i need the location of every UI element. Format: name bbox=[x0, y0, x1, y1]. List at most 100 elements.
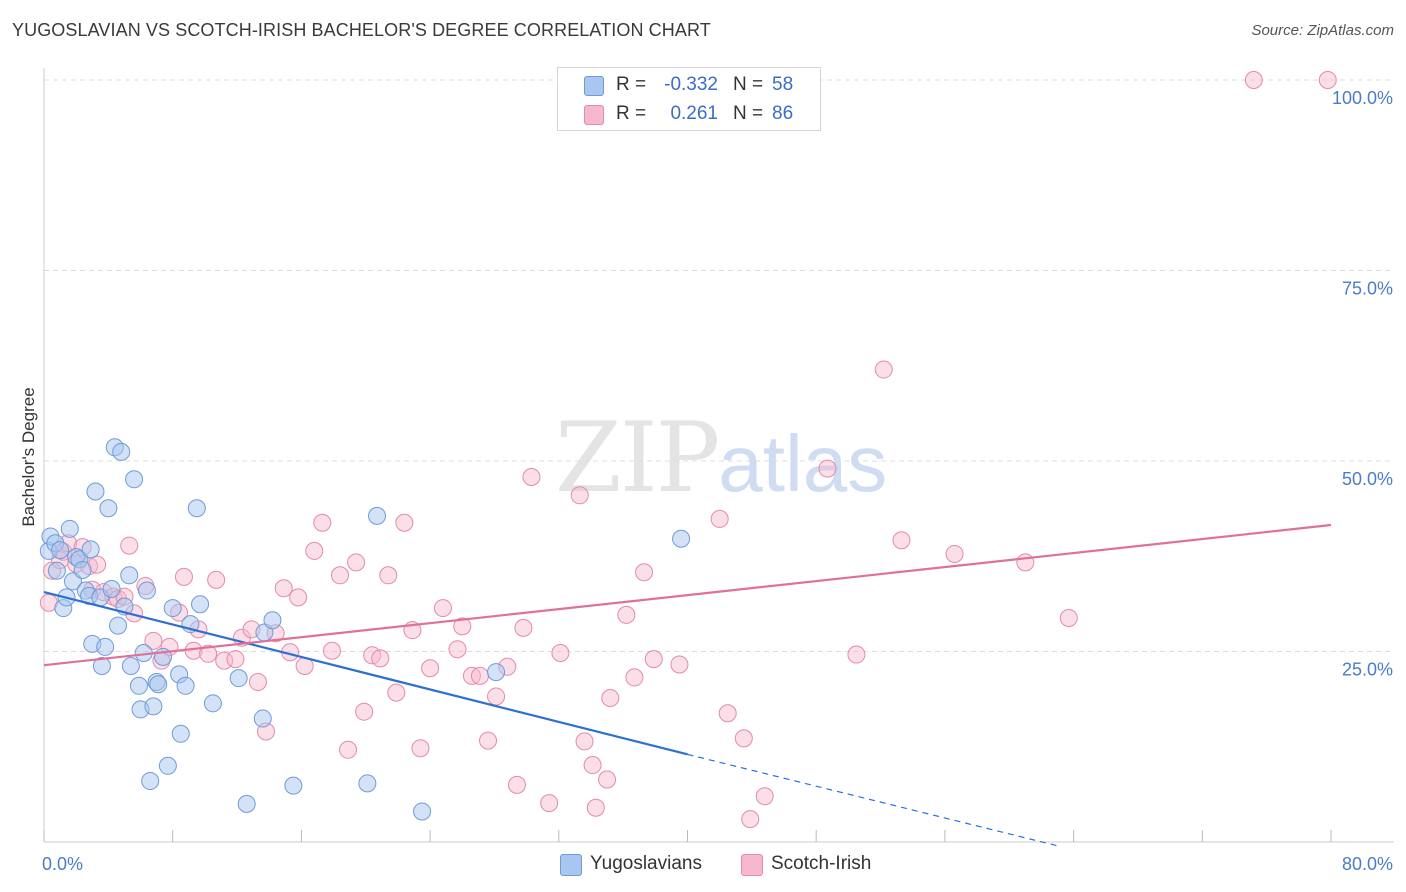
yugoslavian-point bbox=[112, 442, 131, 461]
yugoslavian-point bbox=[176, 676, 195, 695]
legend-row-yugoslavians: R = -0.332 N = 58 bbox=[558, 72, 820, 100]
yugoslavian-trend-line bbox=[43, 590, 688, 756]
scotch-irish-point bbox=[540, 794, 559, 813]
scotch-irish-point bbox=[470, 666, 489, 685]
y-tick-label: 50.0% bbox=[1342, 469, 1393, 489]
axis-layer bbox=[43, 68, 1394, 843]
yugoslavian-point bbox=[92, 656, 111, 675]
scotch-irish-point bbox=[215, 651, 234, 670]
scotch-irish-point bbox=[617, 605, 636, 624]
y-tick-label: 25.0% bbox=[1342, 660, 1393, 680]
scotch-irish-point bbox=[847, 645, 866, 664]
yugoslavian-point bbox=[99, 499, 118, 518]
scotch-irish-point bbox=[226, 650, 245, 669]
scotch-irish-point bbox=[199, 644, 218, 663]
yugoslavian-point bbox=[125, 470, 144, 489]
yugoslavian-point bbox=[120, 566, 139, 585]
yugoslavian-points bbox=[39, 438, 691, 821]
scotch-irish-point bbox=[248, 672, 267, 691]
yugoslavian-point bbox=[487, 663, 506, 682]
trend-lines bbox=[43, 523, 1332, 847]
chart-title: YUGOSLAVIAN VS SCOTCH-IRISH BACHELOR'S D… bbox=[12, 20, 711, 40]
scotch-irish-point bbox=[339, 740, 358, 759]
scotch-irish-point bbox=[874, 360, 893, 379]
grid-layer bbox=[44, 79, 1394, 652]
scotch-irish-point bbox=[144, 631, 163, 650]
yugoslavian-point bbox=[229, 669, 248, 688]
legend-r-value: 0.261 bbox=[670, 103, 718, 124]
scotch-irish-point bbox=[453, 617, 472, 636]
yugoslavian-point bbox=[102, 580, 121, 599]
scotch-irish-point bbox=[741, 810, 760, 829]
scotch-irish-point bbox=[421, 659, 440, 678]
yugoslavian-point bbox=[129, 676, 148, 695]
scotch-irish-point bbox=[274, 579, 293, 598]
scotch-irish-point bbox=[347, 553, 366, 572]
scotch-irish-point bbox=[586, 798, 605, 817]
scotch-irish-point bbox=[305, 541, 324, 560]
scotch-irish-point bbox=[755, 787, 774, 806]
yugoslavian-point bbox=[51, 541, 70, 560]
scotch-irish-point bbox=[331, 566, 350, 585]
scotch-irish-point bbox=[670, 655, 689, 674]
yugoslavian-point bbox=[237, 794, 256, 813]
yugoslavian-point bbox=[253, 709, 272, 728]
scotch-irish-point bbox=[395, 513, 414, 532]
scotch-irish-point bbox=[184, 641, 203, 660]
yugoslavian-point bbox=[60, 519, 79, 538]
yugoslavian-point bbox=[73, 560, 92, 579]
scotch-irish-points bbox=[39, 71, 1337, 829]
scotch-irish-point bbox=[487, 687, 506, 706]
scotch-irish-point bbox=[174, 567, 193, 586]
scotch-irish-point bbox=[387, 683, 406, 702]
scotch-irish-point bbox=[411, 739, 430, 758]
scotch-irish-point bbox=[322, 641, 341, 660]
scotch-irish-point bbox=[120, 536, 139, 555]
yugoslavian-point bbox=[368, 506, 387, 525]
scotch-irish-point bbox=[892, 531, 911, 550]
legend-n-label: N = bbox=[733, 103, 764, 124]
legend-n-value: 58 bbox=[772, 74, 794, 95]
yugoslavian-point bbox=[158, 756, 177, 775]
scotch-irish-point bbox=[583, 756, 602, 775]
yugoslavian-point bbox=[149, 675, 168, 694]
bottom-legend-swatch-blue bbox=[560, 854, 582, 876]
y-axis-title: Bachelor's Degree bbox=[19, 387, 38, 526]
scotch-irish-point bbox=[313, 513, 332, 532]
scotch-irish-point bbox=[945, 544, 964, 563]
scotch-irish-point bbox=[710, 509, 729, 528]
scotch-irish-point bbox=[1318, 71, 1337, 89]
scotch-irish-point bbox=[575, 732, 594, 751]
scotch-irish-point bbox=[379, 566, 398, 585]
yugoslavian-point bbox=[144, 697, 163, 716]
legend-n-value: 86 bbox=[772, 103, 794, 124]
scotch-irish-point bbox=[371, 649, 390, 668]
scotch-irish-point bbox=[1016, 553, 1035, 572]
scotch-irish-point bbox=[601, 688, 620, 707]
scotch-irish-point bbox=[1244, 71, 1263, 89]
yugoslavian-point bbox=[86, 482, 105, 501]
legend-swatch-pink bbox=[584, 105, 604, 125]
yugoslavian-point bbox=[358, 774, 377, 793]
watermark: ZIPatlas bbox=[555, 402, 887, 514]
bottom-legend-label: Yugoslavians bbox=[590, 853, 702, 874]
scotch-irish-point bbox=[718, 704, 737, 723]
x-tick-label: 0.0% bbox=[42, 854, 83, 874]
yugoslavian-point bbox=[203, 694, 222, 713]
scotch-irish-point bbox=[734, 729, 753, 748]
legend-r-label: R = bbox=[616, 74, 647, 95]
bottom-legend-label: Scotch-Irish bbox=[771, 853, 872, 874]
yugoslavian-point bbox=[672, 529, 691, 548]
yugoslavian-point bbox=[263, 611, 282, 630]
scotch-irish-point bbox=[507, 775, 526, 794]
yugoslavian-point bbox=[96, 637, 115, 656]
yugoslavian-point bbox=[81, 540, 100, 559]
x-tick-label: 80.0% bbox=[1342, 854, 1393, 874]
yugoslavian-point bbox=[171, 724, 190, 743]
source-credit: Source: ZipAtlas.com bbox=[1251, 22, 1394, 39]
scotch-irish-point bbox=[625, 668, 644, 687]
yugoslavian-point bbox=[284, 776, 303, 795]
scotch-irish-point bbox=[479, 731, 498, 750]
yugoslavian-point bbox=[109, 616, 128, 635]
